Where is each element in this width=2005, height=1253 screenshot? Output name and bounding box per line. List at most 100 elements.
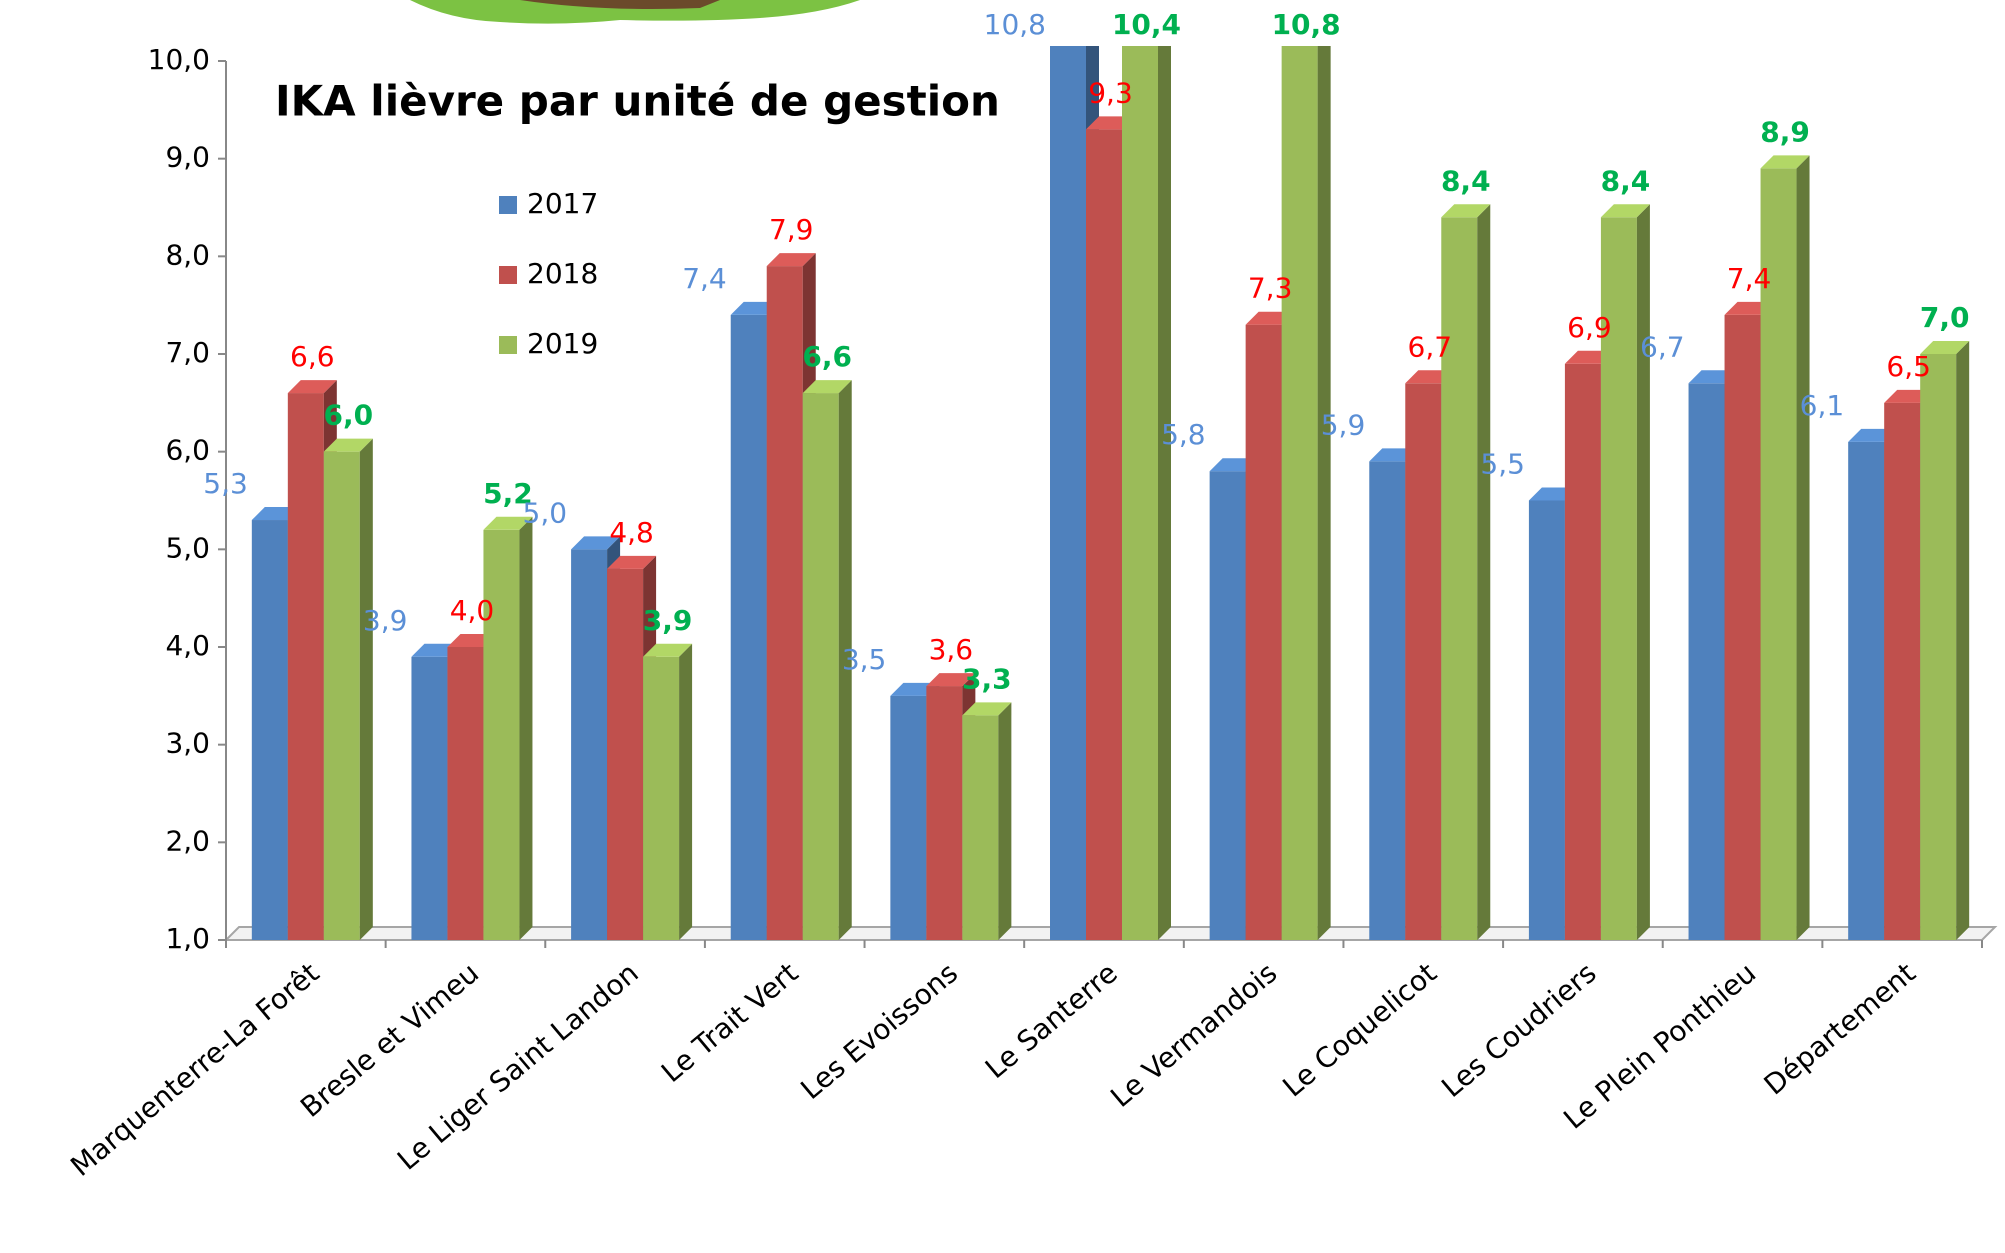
x-tick-label: Les Evoissons [794, 956, 964, 1106]
grass-decoration [410, 0, 860, 24]
bar-front [890, 695, 927, 940]
value-label: 3,6 [929, 633, 974, 666]
x-tick-label: Les Coudriers [1435, 956, 1602, 1104]
y-tick-label: 4,0 [165, 629, 210, 662]
value-label: 7,4 [1727, 262, 1772, 295]
bar-top [1920, 341, 1970, 354]
value-label: 5,0 [523, 496, 568, 529]
value-label: 6,9 [1567, 311, 1612, 344]
bar-front [1122, 46, 1158, 940]
bar-side [998, 702, 1012, 940]
value-label: 5,5 [1480, 448, 1525, 481]
bar-front [1050, 46, 1086, 941]
bar-front [1564, 363, 1601, 940]
legend-swatch [499, 336, 517, 354]
bar-side [679, 643, 693, 940]
value-label: 7,9 [769, 213, 814, 246]
bar-front [962, 715, 999, 940]
bar-front [571, 549, 608, 940]
y-tick-label: 9,0 [165, 141, 210, 174]
bar [643, 643, 693, 940]
value-label: 6,7 [1640, 330, 1685, 363]
legend-label: 2018 [527, 257, 598, 290]
bar-front [1369, 461, 1406, 940]
y-tick-label: 2,0 [165, 824, 210, 857]
bar-top [962, 702, 1012, 716]
bar-top [766, 253, 816, 267]
bar-front [1441, 217, 1478, 940]
legend-label: 2017 [527, 187, 598, 220]
bar-top [1441, 204, 1491, 218]
value-label: 3,9 [643, 604, 693, 637]
bar-side [1477, 204, 1491, 940]
chart-title: IKA lièvre par unité de gestion [275, 77, 1000, 126]
bar [802, 380, 852, 941]
bar [1920, 341, 1970, 940]
bar-side [838, 380, 852, 941]
bar-front [1848, 441, 1885, 940]
bar-side [359, 438, 373, 940]
bar-front [1760, 168, 1797, 940]
y-tick-label: 5,0 [165, 531, 210, 564]
legend-label: 2019 [527, 327, 598, 360]
x-tick-label: Le Trait Vert [655, 956, 804, 1089]
bar-top [607, 555, 657, 569]
bar-front [1884, 402, 1921, 940]
bar-top [323, 438, 373, 452]
bar-front [251, 520, 288, 940]
bar-front [483, 529, 520, 940]
y-tick-label: 8,0 [165, 238, 210, 271]
value-label: 8,4 [1601, 164, 1651, 197]
value-label: 7,4 [682, 262, 727, 295]
value-label: 5,9 [1321, 408, 1366, 441]
bar-front [1600, 217, 1637, 940]
bar [1760, 155, 1810, 940]
bar-front [1920, 354, 1957, 940]
value-label: 5,2 [483, 477, 533, 510]
y-tick-label: 7,0 [165, 336, 210, 369]
bar-front [1245, 324, 1282, 940]
value-label: 3,3 [962, 662, 1012, 695]
legend-swatch [499, 266, 517, 284]
bar-top [1600, 204, 1650, 218]
bar-front [802, 393, 839, 941]
bar [483, 516, 533, 940]
bar-side [519, 516, 533, 940]
y-tick-label: 1,0 [165, 922, 210, 955]
bar [1600, 204, 1650, 940]
bars [251, 46, 1970, 941]
bar-side [1956, 341, 1970, 940]
value-label: 4,0 [450, 594, 495, 627]
value-label: 10,4 [1112, 8, 1181, 41]
value-label: 5,3 [203, 467, 248, 500]
bar-side [1636, 204, 1650, 940]
bar-front [1688, 383, 1725, 940]
bar-front [447, 647, 484, 940]
bar-front [1724, 314, 1761, 940]
value-label: 8,9 [1760, 115, 1810, 148]
bar-top [571, 536, 621, 550]
x-tick-label: Marquenterre-La Forêt [64, 956, 325, 1183]
bar-front [1528, 500, 1565, 940]
value-label: 6,6 [802, 340, 852, 373]
bar-front [926, 686, 963, 940]
bar-top [643, 643, 693, 657]
bar [962, 702, 1012, 940]
value-label: 3,5 [842, 643, 887, 676]
value-label: 10,8 [984, 8, 1046, 41]
bar-top [802, 380, 852, 394]
x-tick-label: Le Santerre [979, 956, 1124, 1085]
value-label: 10,8 [1272, 8, 1341, 41]
y-tick-label: 10,0 [148, 43, 210, 76]
value-label: 4,8 [609, 516, 654, 549]
y-tick-label: 6,0 [165, 434, 210, 467]
value-label: 7,3 [1248, 272, 1293, 305]
bar-front [1209, 471, 1246, 940]
bar-front [411, 656, 448, 940]
bar [323, 438, 373, 940]
value-label: 5,8 [1161, 418, 1206, 451]
x-tick-label: Le Vermandois [1104, 956, 1283, 1114]
value-label: 6,7 [1408, 330, 1453, 363]
